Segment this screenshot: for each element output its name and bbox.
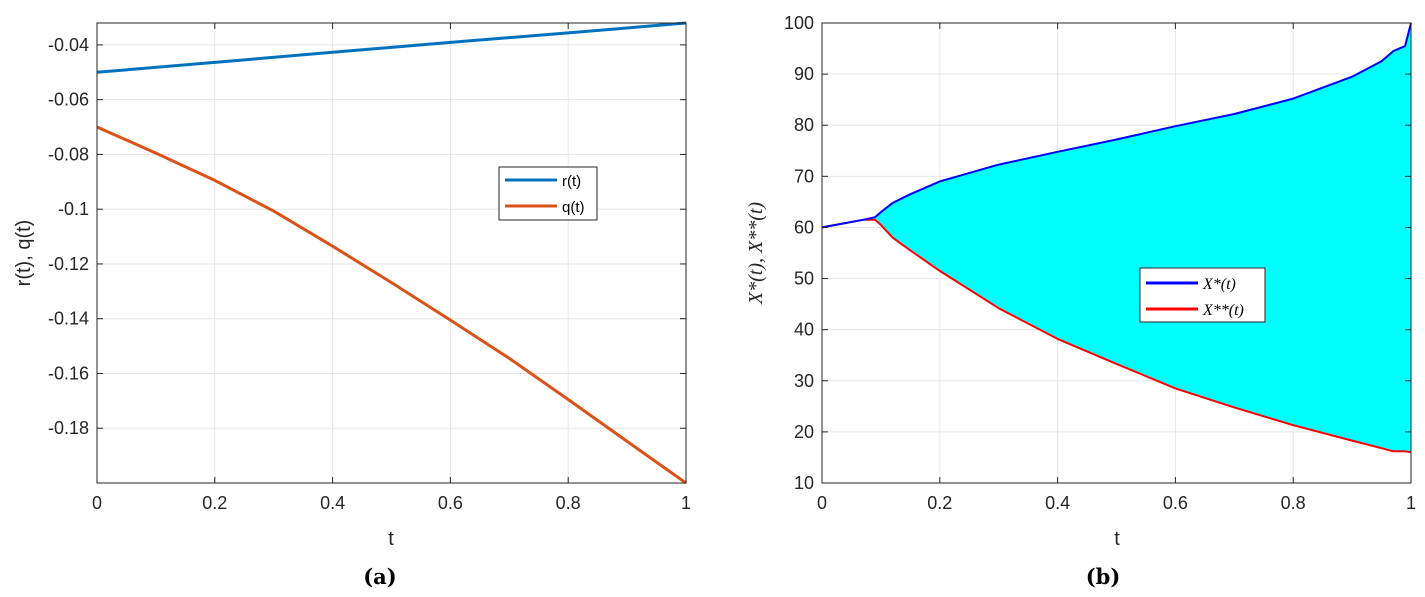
y-tick-label: 80 bbox=[794, 115, 814, 135]
chart-panel-a: 0 0.2 0.4 0.6 0.8 1 -0.04-0.06-0.08-0.1-0.12-… bbox=[13, 21, 691, 589]
x-tick-label: 1 bbox=[1406, 493, 1416, 513]
x-tick-label: 0.6 bbox=[1163, 493, 1188, 513]
y-tick-label: 40 bbox=[794, 320, 814, 340]
x-tick-label: 0.2 bbox=[202, 493, 227, 513]
y-tick-label: -0.08 bbox=[48, 144, 89, 164]
series-line-0 bbox=[96, 21, 687, 74]
x-tick-label: 0 bbox=[817, 493, 827, 513]
y-tick-label: 90 bbox=[794, 64, 814, 84]
chart-a-plot-frame bbox=[96, 22, 687, 484]
x-tick-label: 1 bbox=[681, 493, 691, 513]
y-tick-label: 70 bbox=[794, 166, 814, 186]
y-tick-label: 100 bbox=[784, 13, 814, 33]
chart-a-x-label: t bbox=[388, 528, 394, 550]
chart-b-caption: (b) bbox=[1086, 564, 1121, 589]
legend-label-r: r(t) bbox=[562, 173, 581, 190]
y-tick-label: 20 bbox=[794, 422, 814, 442]
series-line-0 bbox=[821, 22, 1412, 229]
y-tick-label: 10 bbox=[794, 473, 814, 493]
x-tick-label: 0 bbox=[92, 493, 102, 513]
y-tick-label: -0.1 bbox=[58, 199, 89, 219]
legend-label-xstarstar: X**(t) bbox=[1202, 302, 1244, 319]
chart-b-y-label: X*(t), X**(t) bbox=[745, 202, 767, 306]
x-tick-label: 0.8 bbox=[556, 493, 581, 513]
legend-label-xstar: X*(t) bbox=[1202, 276, 1236, 293]
x-tick-label: 0.4 bbox=[320, 493, 345, 513]
chart-a-caption: (a) bbox=[363, 564, 396, 589]
chart-b-x-ticks: 0 0.2 0.4 0.6 0.8 1 bbox=[817, 23, 1416, 513]
legend-label-q: q(t) bbox=[562, 199, 585, 216]
chart-b-y-ticks: 10 20 30 40 50 60 70 80 90 100 bbox=[784, 13, 1411, 493]
x-tick-label: 0.6 bbox=[438, 493, 463, 513]
chart-a-x-ticks: 0 0.2 0.4 0.6 0.8 1 bbox=[92, 23, 691, 513]
y-tick-label: 60 bbox=[794, 217, 814, 237]
series-line-1 bbox=[821, 218, 1412, 454]
chart-panel-b: 0 0.2 0.4 0.6 0.8 1 10 20 30 40 50 60 70 80 90 100 t X… bbox=[745, 13, 1416, 589]
x-tick-label: 0.8 bbox=[1281, 493, 1306, 513]
series-line-1 bbox=[96, 125, 687, 485]
chart-b-x-label: t bbox=[1114, 528, 1120, 550]
chart-a-y-ticks: -0.04 -0.06 -0.08 -0.1 -0.12 -0.14 -0.16 -0.18 bbox=[48, 35, 686, 438]
y-tick-label: -0.12 bbox=[48, 254, 89, 274]
y-tick-label: -0.14 bbox=[48, 309, 89, 329]
chart-a-y-label: r(t), q(t) bbox=[13, 220, 35, 287]
y-tick-label: -0.18 bbox=[48, 418, 89, 438]
chart-b-plot-frame bbox=[821, 22, 1412, 484]
x-tick-label: 0.4 bbox=[1045, 493, 1070, 513]
y-tick-label: 50 bbox=[794, 269, 814, 289]
chart-b-legend-box bbox=[1139, 267, 1266, 323]
chart-a-grid bbox=[96, 23, 687, 483]
x-tick-label: 0.2 bbox=[927, 493, 952, 513]
chart-a-series bbox=[96, 21, 687, 485]
y-tick-label: -0.06 bbox=[48, 90, 89, 110]
chart-b-series bbox=[821, 22, 1412, 454]
chart-b-legend: X*(t) X**(t) bbox=[1139, 267, 1266, 323]
chart-a-legend-box bbox=[498, 166, 598, 221]
chart-a-legend: r(t) q(t) bbox=[498, 166, 598, 221]
area-fill-between bbox=[822, 23, 1411, 453]
y-tick-label: -0.04 bbox=[48, 35, 89, 55]
y-tick-label: -0.16 bbox=[48, 363, 89, 383]
y-tick-label: 30 bbox=[794, 371, 814, 391]
